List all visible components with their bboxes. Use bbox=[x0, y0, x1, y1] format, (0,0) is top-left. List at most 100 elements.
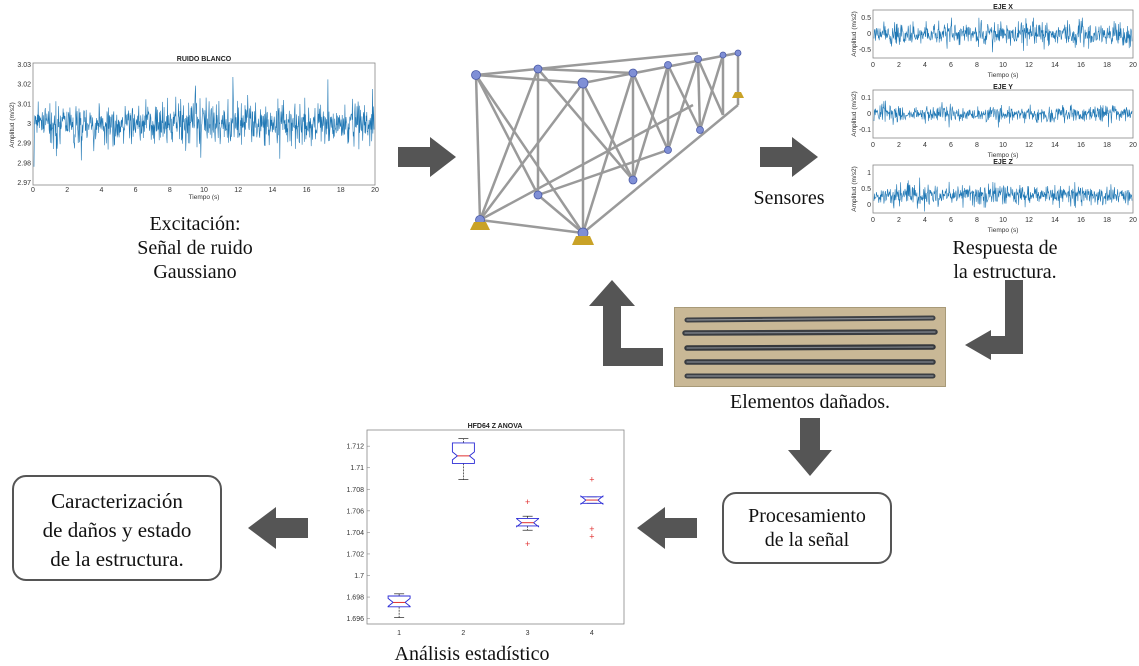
anova-xtick-label: 1 bbox=[397, 630, 401, 637]
anova-box bbox=[387, 593, 411, 618]
excitation-caption: Excitación: Señal de ruido Gaussiano bbox=[90, 212, 300, 284]
characterization-line-3: de la estructura. bbox=[50, 547, 184, 571]
damaged-elements-photo bbox=[674, 307, 946, 387]
anova-ytick-label: 1.71 bbox=[350, 465, 364, 472]
anova-box-body bbox=[580, 495, 604, 506]
response-y-ylabel: Amplitud (m/s2) bbox=[851, 91, 858, 137]
response-y-xlabel: Tiempo (s) bbox=[988, 152, 1019, 159]
anova-ytick-label: 1.708 bbox=[346, 487, 364, 494]
anova-box-body bbox=[387, 595, 411, 608]
noise-xtick-label: 2 bbox=[65, 187, 69, 194]
anova-ytick-label: 1.7 bbox=[354, 573, 364, 580]
response-xtick-label: 10 bbox=[999, 217, 1007, 224]
processing-line-2: de la señal bbox=[764, 529, 850, 551]
response-xtick-label: 8 bbox=[975, 217, 979, 224]
noise-y-ticks: 3.03 3.02 3.01 3 2.99 2.98 2.97 bbox=[17, 62, 31, 187]
response-xtick-label: 20 bbox=[1129, 217, 1137, 224]
response-xtick-label: 14 bbox=[1051, 62, 1059, 69]
signal-trace bbox=[873, 100, 1133, 128]
response-xtick-label: 8 bbox=[975, 62, 979, 69]
characterization-line-1: Caracterización bbox=[51, 489, 183, 513]
anova-box-body bbox=[451, 442, 475, 464]
response-ytick-label: 0 bbox=[867, 111, 871, 118]
characterization-line-2: de daños y estado bbox=[42, 518, 192, 542]
truss-structure bbox=[470, 49, 744, 245]
white-noise-plot: RUIDO BLANCO 3.03 3.02 3.01 3 2.99 2.98 2.97 0… bbox=[9, 56, 379, 201]
anova-ytick-label: 1.704 bbox=[346, 530, 364, 537]
noise-ytick-label: 3.01 bbox=[17, 101, 31, 108]
response-xtick-label: 0 bbox=[871, 62, 875, 69]
noise-xtick-label: 18 bbox=[337, 187, 345, 194]
response-xtick-label: 4 bbox=[923, 142, 927, 149]
noise-xtick-label: 14 bbox=[269, 187, 277, 194]
response-x-ticks: 0.5 0 -0.5 0 2 4 6 8 10 12 14 16 18 20 bbox=[859, 15, 1137, 69]
response-xtick-label: 2 bbox=[897, 217, 901, 224]
response-ytick-label: 1 bbox=[867, 170, 871, 177]
anova-ytick-label: 1.698 bbox=[346, 595, 364, 602]
noise-xtick-label: 12 bbox=[234, 187, 242, 194]
anova-outlier: + bbox=[589, 475, 594, 485]
arrow-down bbox=[788, 418, 832, 476]
arrow-left-1 bbox=[637, 507, 697, 549]
response-xtick-label: 14 bbox=[1051, 142, 1059, 149]
noise-xtick-label: 10 bbox=[200, 187, 208, 194]
processing-box: Procesamiento de la señal bbox=[722, 492, 892, 564]
response-xtick-label: 10 bbox=[999, 62, 1007, 69]
noise-xtick-label: 6 bbox=[134, 187, 138, 194]
response-xtick-label: 14 bbox=[1051, 217, 1059, 224]
response-xtick-label: 6 bbox=[949, 62, 953, 69]
damaged-caption: Elementos dañados. bbox=[730, 391, 890, 413]
processing-line-1: Procesamiento bbox=[748, 505, 866, 527]
response-xtick-label: 18 bbox=[1103, 62, 1111, 69]
noise-ytick-label: 2.98 bbox=[17, 160, 31, 167]
noise-xlabel: Tiempo (s) bbox=[189, 194, 220, 201]
characterization-box: Caracterización de daños y estado de la … bbox=[12, 475, 222, 581]
noise-ytick-label: 2.97 bbox=[17, 180, 31, 187]
response-line-1: Respuesta de bbox=[952, 237, 1058, 259]
signal-trace bbox=[33, 76, 375, 167]
response-xtick-label: 12 bbox=[1025, 62, 1033, 69]
response-plot-z: EJE Z 10.500 2 4 6 8 10 12 14 16 18 20 Tiempo (s) … bbox=[851, 159, 1137, 234]
response-z-ticks: 1 0.5 0 0 2 4 6 8 10 12 14 16 18 20 bbox=[861, 170, 1137, 224]
noise-ytick-label: 3.03 bbox=[17, 62, 31, 69]
response-x-xlabel: Tiempo (s) bbox=[988, 72, 1019, 79]
anova-box-body bbox=[516, 517, 540, 528]
response-xtick-label: 6 bbox=[949, 142, 953, 149]
response-xtick-label: 8 bbox=[975, 142, 979, 149]
noise-ylabel: Amplitud (m/s2) bbox=[9, 102, 16, 148]
response-xtick-label: 16 bbox=[1077, 62, 1085, 69]
excitation-line-2: Señal de ruido bbox=[137, 237, 253, 259]
sensors-caption: Sensores bbox=[753, 187, 825, 209]
response-xtick-label: 12 bbox=[1025, 142, 1033, 149]
response-xtick-label: 18 bbox=[1103, 217, 1111, 224]
response-z-xlabel: Tiempo (s) bbox=[988, 227, 1019, 234]
response-plot-y: EJE Y 0.1 0 -0.1 0 2 4 6 8 10 12 14 16 18 20 Tiempo (… bbox=[851, 84, 1137, 159]
noise-ytick-label: 3 bbox=[27, 121, 31, 128]
response-line-2: la estructura. bbox=[953, 261, 1057, 283]
response-xtick-label: 0 bbox=[871, 217, 875, 224]
anova-x-ticks: 1 2 3 4 bbox=[397, 630, 594, 637]
signal-trace bbox=[873, 17, 1133, 53]
noise-ytick-label: 2.99 bbox=[17, 141, 31, 148]
response-plot-x: EJE X 0.5 0 -0.5 0 2 4 6 8 10 12 14 16 18 20 Tiempo (… bbox=[851, 4, 1137, 79]
anova-xtick-label: 3 bbox=[526, 630, 530, 637]
response-caption: Respuesta de la estructura. bbox=[925, 236, 1085, 284]
anova-ytick-label: 1.712 bbox=[346, 444, 364, 451]
anova-boxplot: HFD64 Z ANOVA 1.7121.711.7081.7061.7041.… bbox=[346, 423, 625, 637]
response-x-title: EJE X bbox=[993, 4, 1013, 11]
response-ytick-label: 0.5 bbox=[861, 15, 871, 22]
response-ytick-label: 0 bbox=[867, 202, 871, 209]
noise-xtick-label: 16 bbox=[303, 187, 311, 194]
anova-ytick-label: 1.706 bbox=[346, 508, 364, 515]
response-xtick-label: 4 bbox=[923, 217, 927, 224]
anova-box: ++ bbox=[516, 497, 540, 549]
response-xtick-label: 20 bbox=[1129, 142, 1137, 149]
noise-xtick-label: 4 bbox=[99, 187, 103, 194]
anova-outlier: + bbox=[525, 539, 530, 549]
anova-outlier: + bbox=[525, 497, 530, 507]
anova-outlier: + bbox=[589, 532, 594, 542]
response-xtick-label: 16 bbox=[1077, 142, 1085, 149]
anova-ytick-label: 1.702 bbox=[346, 551, 364, 558]
response-xtick-label: 10 bbox=[999, 142, 1007, 149]
response-y-trace bbox=[873, 100, 1133, 128]
